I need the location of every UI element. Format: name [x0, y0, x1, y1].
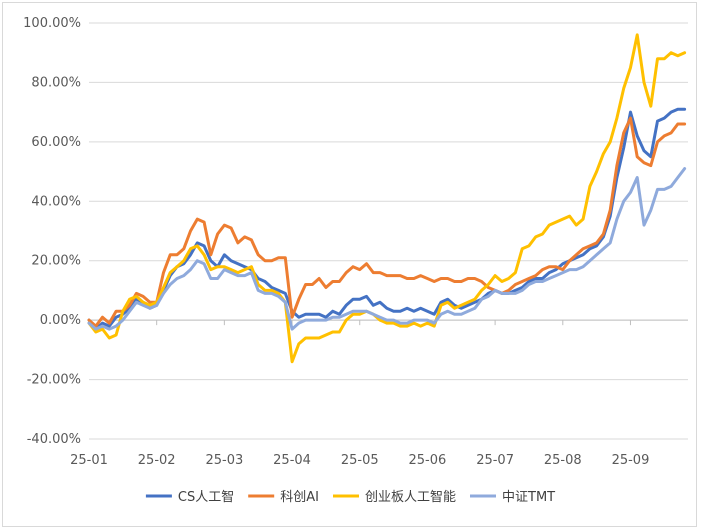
x-tick-label: 25-02 — [138, 453, 176, 468]
legend: CS人工智 科创AI 创业板人工智能 中证TMT — [145, 490, 555, 505]
y-tick-label: -20.00% — [27, 373, 81, 388]
legend-item-2: 科创AI — [248, 490, 319, 505]
x-axis: 25-01 25-02 25-03 25-04 25-05 25-06 25-07 25-08… — [70, 319, 688, 468]
series-line-2 — [87, 116, 687, 328]
x-tick-label: 25-08 — [544, 453, 582, 468]
legend-label: 中证TMT — [502, 490, 555, 505]
y-tick-label: -40.00% — [27, 432, 81, 447]
x-tick-label: 25-06 — [409, 453, 447, 468]
gridlines — [89, 22, 688, 440]
y-tick-label: 60.00% — [31, 135, 81, 150]
y-tick-label: 100.00% — [23, 16, 81, 31]
y-tick-label: 80.00% — [31, 75, 81, 90]
series-lines — [87, 33, 687, 364]
legend-label: 创业板人工智能 — [365, 490, 456, 505]
x-tick-label: 25-09 — [612, 453, 650, 468]
legend-item-1: CS人工智 — [145, 490, 234, 505]
series-line-1 — [87, 107, 687, 331]
line-chart: 100.00% 80.00% 60.00% 40.00% 20.00% 0.00% -20.… — [23, 16, 688, 505]
y-axis-ticks: 100.00% 80.00% 60.00% 40.00% 20.00% 0.00% -20.… — [23, 16, 81, 447]
x-tick-label: 25-01 — [70, 453, 108, 468]
y-tick-label: 0.00% — [40, 313, 81, 328]
legend-item-3: 创业板人工智能 — [333, 490, 456, 505]
x-tick-label: 25-05 — [341, 453, 379, 468]
x-tick-label: 25-04 — [273, 453, 311, 468]
series-line-4 — [87, 167, 687, 331]
legend-label: 科创AI — [280, 490, 319, 505]
x-tick-label: 25-07 — [476, 453, 514, 468]
legend-item-4: 中证TMT — [470, 490, 555, 505]
y-tick-label: 40.00% — [31, 194, 81, 209]
legend-label: CS人工智 — [178, 490, 234, 505]
x-tick-label: 25-03 — [205, 453, 243, 468]
y-tick-label: 20.00% — [31, 254, 81, 269]
chart-frame: 100.00% 80.00% 60.00% 40.00% 20.00% 0.00% -20.… — [2, 2, 697, 527]
series-line-3 — [87, 33, 687, 364]
